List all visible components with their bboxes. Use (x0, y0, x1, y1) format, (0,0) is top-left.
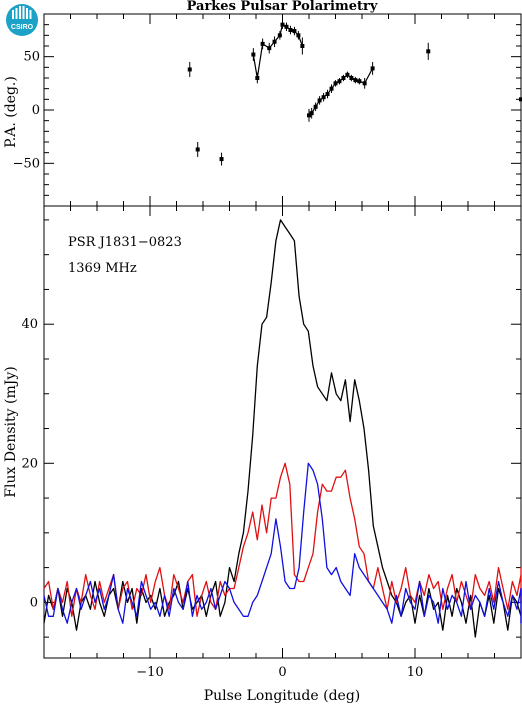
pa-point (370, 66, 375, 71)
pa-point (288, 28, 293, 32)
frequency-annotation: 1369 MHz (68, 261, 137, 276)
pa-point (309, 111, 314, 116)
pa-point (426, 49, 431, 54)
pa-chart-title: Parkes Pulsar Polarimetry (187, 0, 378, 14)
profile-xtick-label: −10 (136, 665, 163, 680)
pa-point (272, 39, 277, 44)
profile-x-ticks: −10 0 10 (43, 206, 522, 680)
pa-point (300, 44, 305, 48)
profile-ytick-label: 0 (30, 595, 38, 610)
pa-point (296, 33, 301, 38)
pa-point (349, 76, 354, 80)
pa-point (341, 76, 346, 80)
pa-point (292, 29, 297, 34)
pa-point (187, 67, 192, 72)
pa-point (345, 72, 350, 77)
profile-ytick-label: 40 (21, 317, 38, 332)
csiro-logo: CSIRO (6, 4, 38, 36)
pa-ytick-label: −50 (13, 156, 40, 171)
pa-point (357, 79, 362, 84)
profile-y-ticks: 0 20 40 (21, 219, 521, 638)
profile-series (43, 219, 522, 638)
profile-panel: 0 20 40 −10 0 10 Flux Density (mJy) Pulse Lo… (3, 205, 522, 704)
profile-ytick-label: 20 (21, 456, 38, 471)
pa-point (195, 147, 200, 152)
pa-point (337, 79, 342, 84)
pa-point (307, 113, 311, 118)
profile-xlabel: Pulse Longitude (deg) (204, 688, 361, 704)
pa-point (255, 76, 260, 80)
pa-ytick-label: 50 (23, 50, 40, 65)
csiro-logo-bars (12, 6, 32, 19)
pa-point (317, 98, 322, 103)
profile-xtick-label: 10 (407, 665, 424, 680)
profile-series-line-1 (43, 462, 522, 617)
profile-xtick-label: 0 (278, 665, 286, 680)
pa-point (277, 33, 282, 38)
pa-point (280, 22, 285, 27)
pa-point (267, 46, 272, 51)
csiro-logo-text: CSIRO (11, 24, 34, 31)
pa-y-ticks: −50 0 50 (13, 24, 521, 196)
pa-point (284, 24, 289, 29)
pa-x-ticks (43, 14, 522, 206)
profile-series-line-2 (43, 462, 522, 624)
pa-ylabel: P.A. (deg.) (3, 76, 19, 148)
pa-point (362, 81, 367, 86)
profile-series-line-0 (43, 219, 522, 638)
pa-series (187, 20, 522, 166)
pa-point (329, 86, 334, 91)
pa-ytick-label: 0 (32, 103, 40, 118)
pa-connector-line (308, 68, 374, 116)
pa-frame (43, 13, 522, 207)
pa-point (519, 97, 522, 102)
pa-point (313, 104, 318, 109)
pa-point (260, 41, 265, 46)
profile-ylabel: Flux Density (mJy) (3, 366, 19, 497)
pa-panel: Parkes Pulsar Polarimetry −50 0 50 P.A. (d… (3, 0, 522, 207)
pa-point (251, 52, 256, 57)
csiro-logo-circle (6, 4, 38, 36)
pa-point (325, 92, 330, 96)
pa-point (353, 78, 358, 83)
pa-point (321, 95, 326, 100)
pulsar-name-annotation: PSR J1831−0823 (68, 235, 182, 250)
pa-point (333, 81, 338, 86)
pa-point (219, 157, 224, 162)
